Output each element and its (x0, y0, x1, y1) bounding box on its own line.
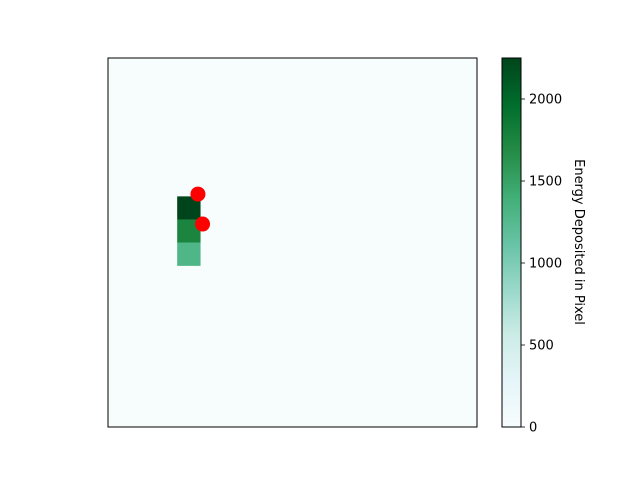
colorbar-tick-label: 1000 (529, 257, 562, 272)
colorbar-tick-label: 2000 (529, 93, 562, 108)
hit-marker (190, 186, 206, 202)
hit-marker (195, 216, 211, 232)
colorbar-tick-label: 500 (529, 339, 554, 354)
colorbar (501, 57, 522, 428)
hit-markers (190, 186, 211, 232)
colorbar-label: Energy Deposited in Pixel (571, 159, 586, 325)
heatmap-cell (177, 196, 201, 220)
heatmap-cell (177, 219, 201, 243)
heatmap-cell (177, 242, 201, 266)
plot-frame (107, 57, 478, 428)
plot-area (108, 58, 477, 427)
colorbar-tick-label: 0 (529, 421, 537, 436)
colorbar-tick-label: 1500 (529, 175, 562, 190)
colorbar-ticks: 0 500 1000 1500 2000 (521, 93, 562, 436)
heatmap-cells (177, 196, 201, 266)
